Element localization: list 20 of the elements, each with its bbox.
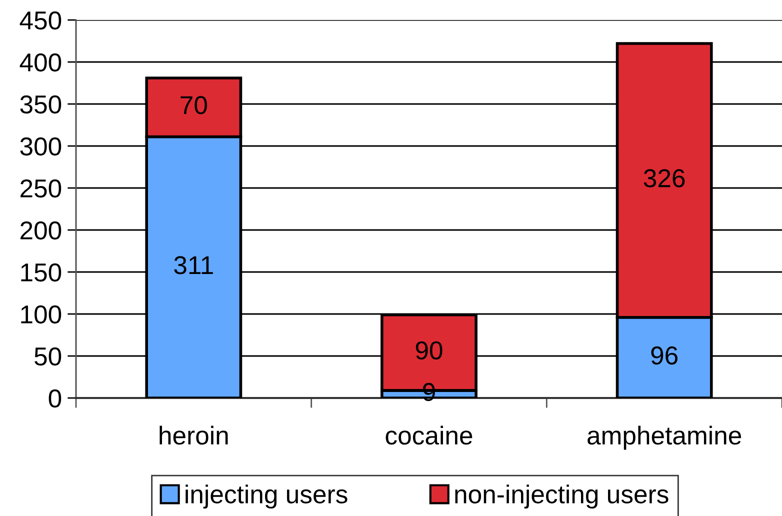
x-tick-label: heroin [160,426,228,445]
y-tick-label: 400 [20,53,62,72]
y-tick-label: 50 [34,347,62,366]
y-tick-label: 450 [20,11,62,30]
y-tick-label: 250 [20,179,62,198]
data-label: 326 [644,169,685,188]
y-tick-label: 200 [20,221,62,240]
y-tick-label: 100 [21,305,62,324]
data-label: 311 [174,256,213,274]
legend-label: non-injecting users [455,484,668,509]
y-tick-label: 0 [48,389,62,408]
legend-label: injecting users [186,484,348,509]
data-label: 96 [651,346,678,365]
data-label: 90 [416,341,442,360]
x-tick-label: amphetamine [588,426,742,450]
data-label: 70 [180,96,207,114]
y-tick-label: 150 [21,263,62,282]
y-tick-label: 350 [20,95,62,114]
y-tick-label: 300 [20,137,62,156]
x-tick-label: cocaine [386,426,472,445]
